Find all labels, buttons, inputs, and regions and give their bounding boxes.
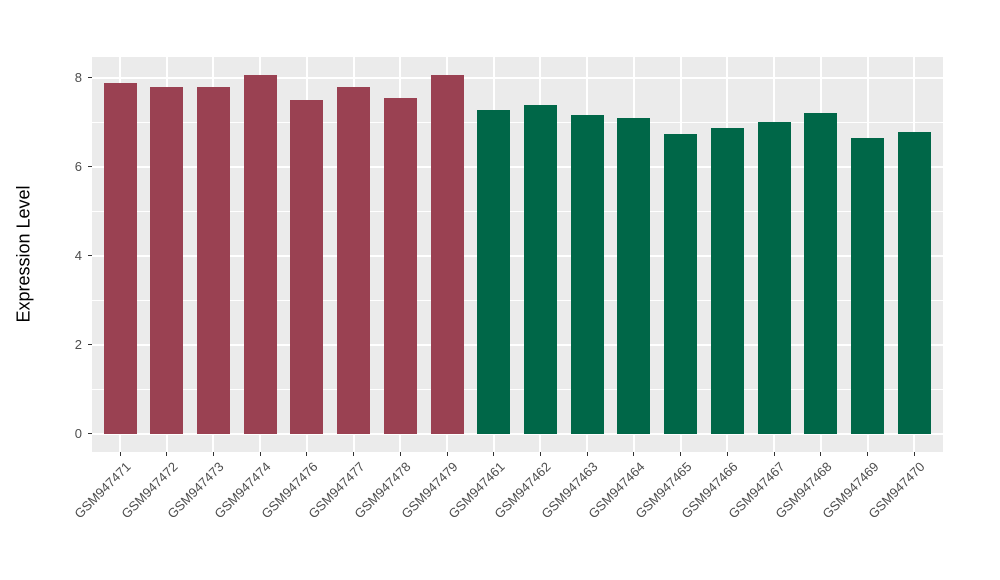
x-tick-mark (119, 452, 121, 456)
x-tick-mark (493, 452, 495, 456)
y-axis-title: Expression Level (13, 185, 34, 323)
bar-GSM947464 (617, 117, 651, 434)
x-tick-mark (446, 452, 448, 456)
bar-GSM947465 (664, 133, 698, 434)
major-gridline (92, 432, 943, 435)
y-tick-mark (88, 433, 92, 435)
major-gridline (92, 76, 943, 79)
bar-GSM947461 (477, 110, 511, 434)
bar-GSM947477 (337, 86, 371, 434)
minor-gridline (92, 388, 943, 390)
bar-GSM947468 (804, 113, 838, 434)
bar-GSM947474 (243, 74, 277, 434)
x-tick-mark (726, 452, 728, 456)
major-gridline (92, 254, 943, 257)
x-tick-mark (353, 452, 355, 456)
bar-GSM947476 (290, 100, 324, 434)
y-tick-label: 8 (74, 70, 82, 86)
bar-GSM947470 (897, 132, 931, 434)
bar-GSM947467 (757, 121, 791, 434)
bar-GSM947472 (150, 86, 184, 434)
bar-GSM947462 (523, 104, 557, 434)
y-tick-mark (88, 77, 92, 79)
x-tick-mark (680, 452, 682, 456)
x-tick-mark (633, 452, 635, 456)
bar-GSM947479 (430, 74, 464, 434)
x-tick-mark (773, 452, 775, 456)
x-tick-mark (867, 452, 869, 456)
bar-GSM947469 (851, 138, 885, 434)
y-tick-mark (88, 344, 92, 346)
x-tick-mark (306, 452, 308, 456)
x-tick-mark (586, 452, 588, 456)
y-tick-mark (88, 255, 92, 257)
minor-gridline (92, 299, 943, 301)
x-tick-mark (913, 452, 915, 456)
plot-panel (92, 57, 943, 452)
y-tick-label: 2 (74, 337, 82, 353)
bar-GSM947471 (103, 82, 137, 434)
x-tick-mark (539, 452, 541, 456)
y-tick-label: 0 (74, 426, 82, 442)
minor-gridline (92, 121, 943, 123)
x-tick-mark (166, 452, 168, 456)
y-tick-label: 6 (74, 159, 82, 175)
x-tick-mark (212, 452, 214, 456)
major-gridline (92, 343, 943, 346)
bar-GSM947473 (196, 86, 230, 434)
minor-gridline (92, 210, 943, 212)
x-tick-mark (259, 452, 261, 456)
y-tick-mark (88, 166, 92, 168)
bar-GSM947463 (570, 115, 604, 434)
bar-GSM947466 (710, 128, 744, 434)
bar-GSM947478 (383, 97, 417, 434)
major-gridline (92, 165, 943, 168)
x-tick-mark (399, 452, 401, 456)
x-tick-mark (820, 452, 822, 456)
y-tick-label: 4 (74, 248, 82, 264)
